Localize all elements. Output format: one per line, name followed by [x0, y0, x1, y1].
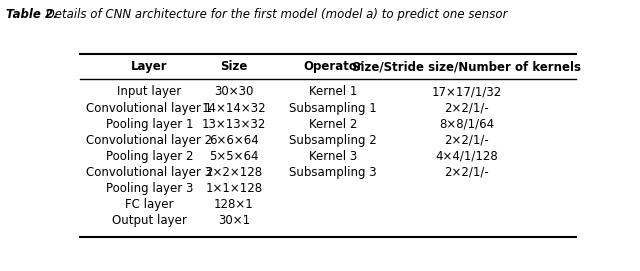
Text: Kernel 1: Kernel 1 [308, 85, 357, 98]
Text: 1×1×128: 1×1×128 [205, 182, 262, 195]
Text: Details of CNN architecture for the first model (model a) to predict one sensor: Details of CNN architecture for the firs… [42, 8, 507, 21]
Text: Layer: Layer [131, 60, 168, 73]
Text: Convolutional layer 2: Convolutional layer 2 [86, 134, 212, 147]
Text: Operator: Operator [303, 60, 363, 73]
Text: 2×2/1/-: 2×2/1/- [445, 166, 489, 179]
Text: FC layer: FC layer [125, 198, 173, 211]
Text: 4×4/1/128: 4×4/1/128 [435, 150, 499, 163]
Text: 8×8/1/64: 8×8/1/64 [439, 118, 495, 131]
Text: Input layer: Input layer [117, 85, 182, 98]
Text: Table 2.: Table 2. [6, 8, 58, 21]
Text: Convolutional layer 1: Convolutional layer 1 [86, 102, 212, 115]
Text: 128×1: 128×1 [214, 198, 253, 211]
Text: Output layer: Output layer [112, 214, 187, 227]
Text: 5×5×64: 5×5×64 [209, 150, 259, 163]
Text: 2×2×128: 2×2×128 [205, 166, 262, 179]
Text: Subsampling 2: Subsampling 2 [289, 134, 377, 147]
Text: 14×14×32: 14×14×32 [202, 102, 266, 115]
Text: 17×17/1/32: 17×17/1/32 [432, 85, 502, 98]
Text: 30×30: 30×30 [214, 85, 253, 98]
Text: 2×2/1/-: 2×2/1/- [445, 102, 489, 115]
Text: Pooling layer 1: Pooling layer 1 [106, 118, 193, 131]
Text: 13×13×32: 13×13×32 [202, 118, 266, 131]
Text: Pooling layer 2: Pooling layer 2 [106, 150, 193, 163]
Text: 6×6×64: 6×6×64 [209, 134, 259, 147]
Text: Convolutional layer 3: Convolutional layer 3 [86, 166, 212, 179]
Text: Subsampling 3: Subsampling 3 [289, 166, 377, 179]
Text: Kernel 3: Kernel 3 [309, 150, 357, 163]
Text: Size: Size [220, 60, 248, 73]
Text: Kernel 2: Kernel 2 [308, 118, 357, 131]
Text: Subsampling 1: Subsampling 1 [289, 102, 377, 115]
Text: 2×2/1/-: 2×2/1/- [445, 134, 489, 147]
Text: 30×1: 30×1 [218, 214, 250, 227]
Text: Size/Stride size/Number of kernels: Size/Stride size/Number of kernels [353, 60, 581, 73]
Text: Pooling layer 3: Pooling layer 3 [106, 182, 193, 195]
